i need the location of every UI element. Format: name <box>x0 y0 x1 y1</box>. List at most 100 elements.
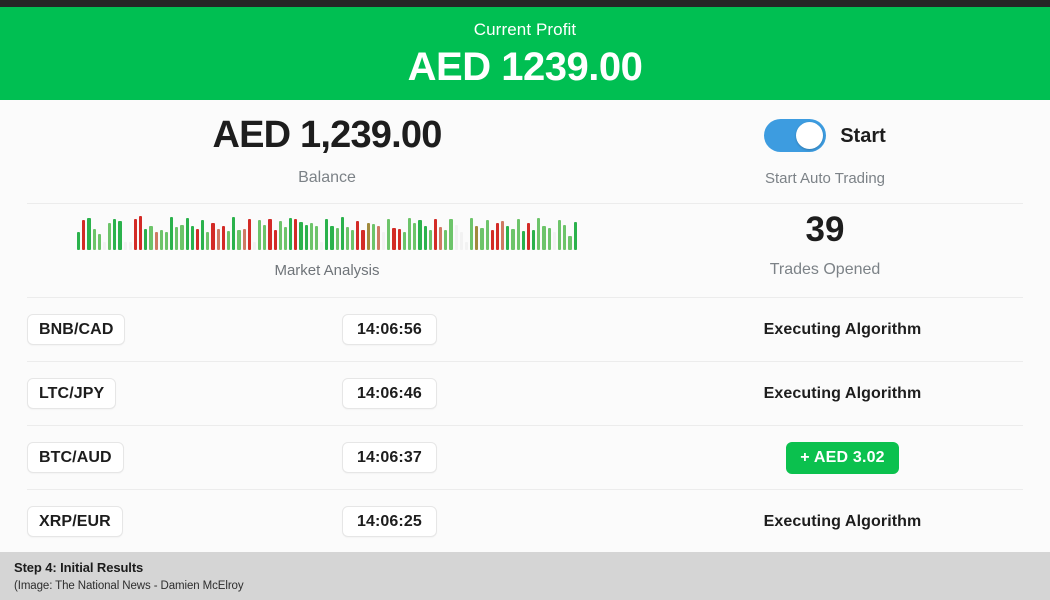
market-bar <box>351 229 355 250</box>
market-bar <box>439 226 443 250</box>
auto-trading-toggle-switch[interactable] <box>764 119 827 152</box>
trade-profit-badge: + AED 3.02 <box>786 441 899 474</box>
trades-opened-label: Trades Opened <box>769 261 881 278</box>
market-bar <box>247 219 251 250</box>
divider <box>27 489 1023 490</box>
trade-pair-cell: BNB/CAD <box>27 314 342 345</box>
market-bar <box>237 230 241 250</box>
trade-time-cell: 14:06:46 <box>342 378 662 409</box>
toggle-knob <box>796 122 824 149</box>
auto-trading-block: Start Start Auto Trading <box>627 100 1023 187</box>
market-analysis-label: Market Analysis <box>274 262 380 279</box>
market-bar <box>258 220 262 250</box>
balance-amount: AED 1,239.00 <box>212 114 442 156</box>
trade-row[interactable]: BNB/CAD 14:06:56 Executing Algorithm <box>0 298 1050 361</box>
market-bar <box>521 230 525 250</box>
market-bar <box>159 230 163 250</box>
trade-row[interactable]: BTC/AUD 14:06:37 + AED 3.02 <box>0 426 1050 489</box>
market-bar <box>557 220 562 250</box>
auto-trading-sublabel: Start Auto Trading <box>764 170 886 187</box>
market-bar <box>495 222 500 250</box>
market-bar <box>340 217 344 250</box>
market-bar <box>206 232 210 250</box>
market-bar <box>511 228 515 250</box>
trade-list: BNB/CAD 14:06:56 Executing Algorithm LTC/JP… <box>0 298 1050 553</box>
auto-trading-toggle-row[interactable]: Start <box>764 119 886 152</box>
market-bar <box>309 222 313 250</box>
market-bar <box>454 224 458 250</box>
market-bar <box>128 242 132 250</box>
trade-time-chip: 14:06:25 <box>342 506 437 537</box>
market-bar <box>226 231 231 250</box>
balance-block: AED 1,239.00 Balance <box>27 100 627 187</box>
market-bar <box>449 219 453 250</box>
market-bar <box>102 242 107 250</box>
trade-pair-chip[interactable]: BTC/AUD <box>27 442 124 473</box>
trade-time-chip: 14:06:37 <box>342 442 437 473</box>
market-bar <box>516 218 520 250</box>
market-bar <box>485 220 489 250</box>
market-bar <box>320 242 324 250</box>
market-bar <box>356 220 360 250</box>
market-bar <box>211 222 215 250</box>
market-bar <box>501 220 505 250</box>
market-bar <box>573 222 577 250</box>
market-bar <box>361 230 365 250</box>
market-bar <box>568 236 572 250</box>
market-bar <box>537 218 541 250</box>
market-bar <box>392 227 396 250</box>
market-bar <box>180 224 184 250</box>
market-bar <box>376 225 381 250</box>
trades-opened-count: 39 <box>805 210 845 249</box>
market-bar <box>87 217 91 250</box>
market-bar <box>314 226 319 250</box>
divider <box>27 361 1023 362</box>
market-bar <box>397 228 401 250</box>
market-bar <box>221 225 225 250</box>
auto-trading-toggle-label: Start <box>840 124 886 147</box>
market-bar <box>133 218 138 250</box>
market-bar <box>77 232 81 250</box>
market-analysis-block: Market Analysis <box>27 204 627 279</box>
market-bar <box>201 220 205 250</box>
trade-status-cell: + AED 3.02 <box>662 441 1023 474</box>
market-bar <box>185 218 189 250</box>
caption-credit: (Image: The National News - Damien McElr… <box>14 579 244 592</box>
market-bar <box>144 228 148 250</box>
market-bar <box>475 225 479 250</box>
trade-pair-cell: LTC/JPY <box>27 378 342 409</box>
balance-section: AED 1,239.00 Balance Start Start Auto Tr… <box>0 100 1050 203</box>
trade-status-text: Executing Algorithm <box>763 384 922 402</box>
market-bar <box>402 232 406 250</box>
divider <box>27 297 1023 298</box>
trade-row[interactable]: LTC/JPY 14:06:46 Executing Algorithm <box>0 362 1050 425</box>
market-section: Market Analysis 39 Trades Opened <box>0 204 1050 297</box>
trade-time-chip: 14:06:56 <box>342 314 437 345</box>
market-bar <box>563 224 567 250</box>
trade-pair-chip[interactable]: XRP/EUR <box>27 506 123 537</box>
trade-pair-chip[interactable]: LTC/JPY <box>27 378 117 409</box>
market-bar <box>278 221 282 250</box>
trade-pair-cell: BTC/AUD <box>27 442 342 473</box>
market-bar <box>216 228 220 250</box>
market-bar <box>175 226 179 250</box>
market-bar <box>418 220 422 250</box>
market-bar <box>526 223 531 250</box>
market-bar <box>366 222 370 250</box>
market-bar <box>470 218 474 250</box>
market-bar <box>387 219 391 250</box>
trade-status-text: Executing Algorithm <box>763 512 922 530</box>
trade-time-cell: 14:06:25 <box>342 506 662 537</box>
trade-row[interactable]: XRP/EUR 14:06:25 Executing Algorithm <box>0 490 1050 553</box>
market-bar <box>345 226 350 250</box>
market-bar <box>552 232 556 250</box>
trade-status-text: Executing Algorithm <box>763 320 922 338</box>
market-bar <box>444 230 448 250</box>
trade-pair-chip[interactable]: BNB/CAD <box>27 314 126 345</box>
market-bar <box>428 229 432 250</box>
trade-status-cell: Executing Algorithm <box>662 513 1023 531</box>
market-bar <box>382 232 386 250</box>
market-bar <box>268 218 272 250</box>
market-bar <box>149 226 153 250</box>
